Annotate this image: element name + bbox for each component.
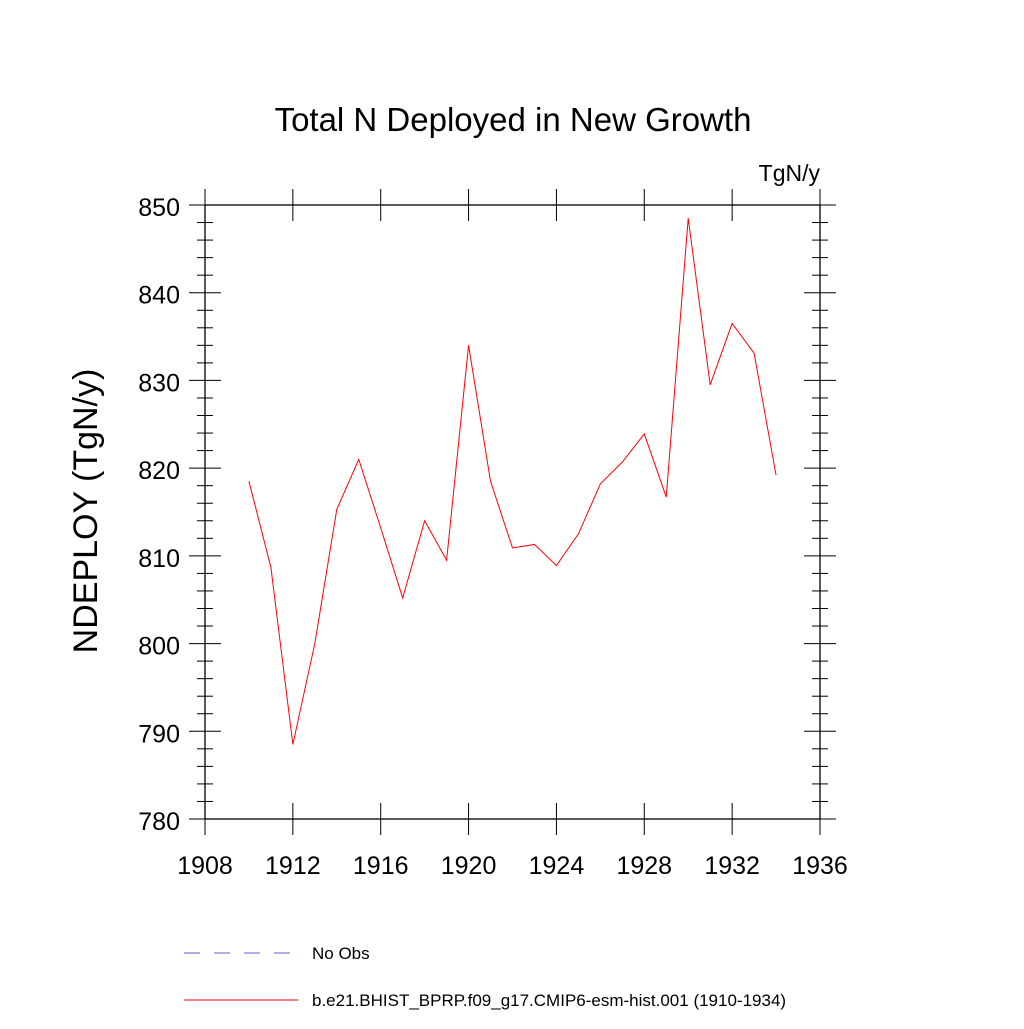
data-point	[577, 532, 580, 535]
data-point	[555, 564, 558, 567]
data-point	[511, 546, 514, 549]
data-point	[423, 519, 426, 522]
y-tick-label: 810	[138, 545, 180, 573]
y-tick-label: 850	[138, 194, 180, 222]
data-point	[687, 217, 690, 220]
data-point	[357, 458, 360, 461]
data-point	[401, 596, 404, 599]
legend-label: No Obs	[312, 944, 370, 963]
legend: No Obs b.e21.BHIST_BPRP.f09_g17.CMIP6-esm…	[184, 944, 786, 1010]
x-tick-label: 1908	[177, 852, 233, 880]
x-tick-label: 1920	[441, 852, 497, 880]
data-point	[599, 482, 602, 485]
legend-label: b.e21.BHIST_BPRP.f09_g17.CMIP6-esm-hist.…	[312, 991, 786, 1010]
chart-title: Total N Deployed in New Growth	[275, 101, 752, 138]
units-label: TgN/y	[759, 160, 821, 186]
y-tick-label: 780	[138, 808, 180, 836]
data-point	[731, 322, 734, 325]
x-tick-label: 1936	[792, 852, 848, 880]
data-point	[335, 508, 338, 511]
data-point	[643, 432, 646, 435]
series-layer	[247, 217, 778, 746]
ticks-layer: 780 790 800 810 820 830 840 850 1908 1912 1916 1920…	[138, 189, 848, 880]
x-tick-label: 1932	[704, 852, 760, 880]
x-tick-label: 1924	[529, 852, 585, 880]
y-tick-label: 830	[138, 369, 180, 397]
data-point	[775, 474, 778, 477]
data-point	[753, 352, 756, 355]
x-tick-label: 1928	[616, 852, 672, 880]
series-line	[248, 218, 777, 745]
x-tick-label: 1916	[353, 852, 409, 880]
data-point	[379, 526, 382, 529]
data-point	[467, 344, 470, 347]
data-point	[489, 480, 492, 483]
y-tick-label: 800	[138, 633, 180, 661]
y-tick-label: 790	[138, 720, 180, 748]
data-point	[709, 383, 712, 386]
data-point	[313, 642, 316, 645]
data-point	[445, 559, 448, 562]
data-point	[269, 566, 272, 569]
data-point	[291, 743, 294, 746]
data-point	[621, 461, 624, 464]
data-point	[533, 543, 536, 546]
y-axis-label: NDEPLOY (TgN/y)	[67, 369, 105, 654]
plot-frame	[204, 204, 821, 820]
data-point	[247, 480, 250, 483]
data-point	[665, 496, 668, 499]
y-tick-label: 820	[138, 457, 180, 485]
y-tick-label: 840	[138, 282, 180, 310]
x-tick-label: 1912	[265, 852, 321, 880]
